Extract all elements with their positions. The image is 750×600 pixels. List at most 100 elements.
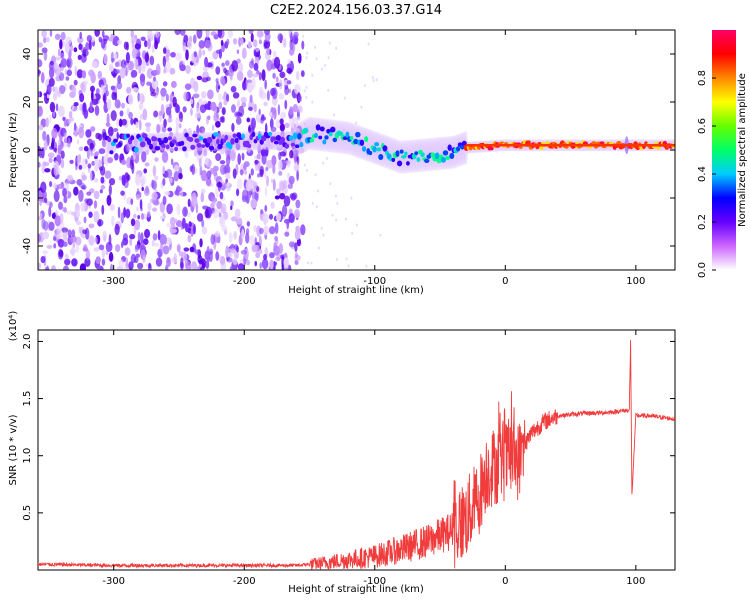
noise-blob xyxy=(237,263,245,270)
noise-blob xyxy=(220,39,224,47)
noise-blob xyxy=(100,84,104,95)
noise-blob xyxy=(254,190,259,203)
noise-blob xyxy=(196,213,204,222)
noise-blob xyxy=(187,127,192,135)
noise-blob xyxy=(109,263,114,270)
y-tick-label: 0 xyxy=(22,147,33,153)
signal-halo xyxy=(424,138,430,172)
noise-blob xyxy=(178,172,183,180)
noise-blob xyxy=(299,148,305,154)
noise-blob xyxy=(42,250,48,255)
noise-blob xyxy=(253,62,259,71)
noise-blob xyxy=(48,206,52,218)
noise-blob xyxy=(118,259,125,268)
noise-blob xyxy=(175,185,181,197)
noise-blob xyxy=(74,122,77,132)
noise-blob xyxy=(221,62,225,67)
noise-blob xyxy=(252,73,259,78)
noise-blob xyxy=(175,52,182,61)
x-tick-label: -100 xyxy=(363,276,386,287)
noise-blob xyxy=(260,148,267,157)
x-tick-label: 0 xyxy=(502,276,508,287)
noise-blob xyxy=(178,112,184,123)
noise-blob xyxy=(196,265,201,270)
signal-blob xyxy=(190,144,196,150)
noise-blob xyxy=(250,168,254,176)
snr-line-layer xyxy=(38,340,675,570)
signal-blob xyxy=(113,138,119,143)
noise-blob xyxy=(129,233,136,240)
noise-blob xyxy=(72,242,76,248)
noise-blob xyxy=(189,98,194,105)
noise-blob xyxy=(191,163,196,176)
noise-blob xyxy=(202,66,209,72)
noise-blob xyxy=(316,189,319,193)
noise-blob xyxy=(38,42,44,48)
noise-blob xyxy=(41,30,48,38)
noise-blob xyxy=(317,246,320,250)
signal-blob xyxy=(161,143,166,149)
noise-blob xyxy=(63,195,68,204)
noise-blob xyxy=(161,150,169,163)
noise-blob xyxy=(170,158,174,166)
noise-blob xyxy=(48,221,55,232)
noise-blob xyxy=(60,58,68,68)
noise-blob xyxy=(145,263,149,268)
signal-blob xyxy=(328,132,333,137)
signal-blob xyxy=(349,135,354,141)
noise-blob xyxy=(114,69,121,74)
noise-blob xyxy=(219,191,224,200)
noise-blob xyxy=(297,105,303,114)
signal-blob xyxy=(224,134,229,141)
noise-blob xyxy=(88,223,95,229)
noise-blob xyxy=(67,58,71,66)
noise-blob xyxy=(296,155,300,166)
noise-blob xyxy=(288,241,296,248)
signal-blob xyxy=(253,138,258,144)
noise-blob xyxy=(160,95,165,102)
noise-blob xyxy=(225,154,231,166)
noise-blob xyxy=(138,119,142,131)
noise-blob xyxy=(159,215,165,220)
noise-blob xyxy=(232,257,238,266)
noise-blob xyxy=(254,244,260,253)
noise-blob xyxy=(275,212,282,222)
signal-blob xyxy=(232,133,237,138)
noise-blob xyxy=(375,151,378,155)
noise-blob xyxy=(244,169,247,175)
noise-blob xyxy=(166,256,171,268)
noise-blob xyxy=(235,116,242,125)
signal-blob xyxy=(382,145,388,152)
noise-blob xyxy=(290,193,297,201)
noise-blob xyxy=(236,58,241,64)
noise-blob xyxy=(311,201,314,205)
noise-blob xyxy=(165,168,173,179)
noise-blob xyxy=(78,146,84,152)
noise-blob xyxy=(198,39,206,49)
noise-blob xyxy=(40,147,45,159)
noise-blob xyxy=(74,65,78,76)
noise-blob xyxy=(98,166,103,171)
noise-blob xyxy=(126,60,130,73)
noise-blob xyxy=(180,190,184,197)
noise-blob xyxy=(60,52,65,60)
signal-blob xyxy=(314,132,318,139)
noise-blob xyxy=(278,79,283,90)
noise-blob xyxy=(71,258,78,267)
noise-blob xyxy=(52,182,58,189)
noise-blob xyxy=(71,84,77,97)
snr-y-multiplier: (x10⁴) xyxy=(8,311,19,342)
noise-blob xyxy=(286,67,293,74)
noise-blob xyxy=(278,170,283,176)
noise-blob xyxy=(270,144,274,149)
noise-blob xyxy=(217,30,223,38)
noise-blob xyxy=(66,69,73,77)
noise-blob xyxy=(212,165,219,172)
noise-blob xyxy=(310,261,313,265)
signal-blob xyxy=(196,142,202,148)
noise-blob xyxy=(331,213,334,217)
noise-blob xyxy=(220,203,227,214)
noise-blob xyxy=(292,104,299,113)
noise-blob xyxy=(81,70,87,79)
